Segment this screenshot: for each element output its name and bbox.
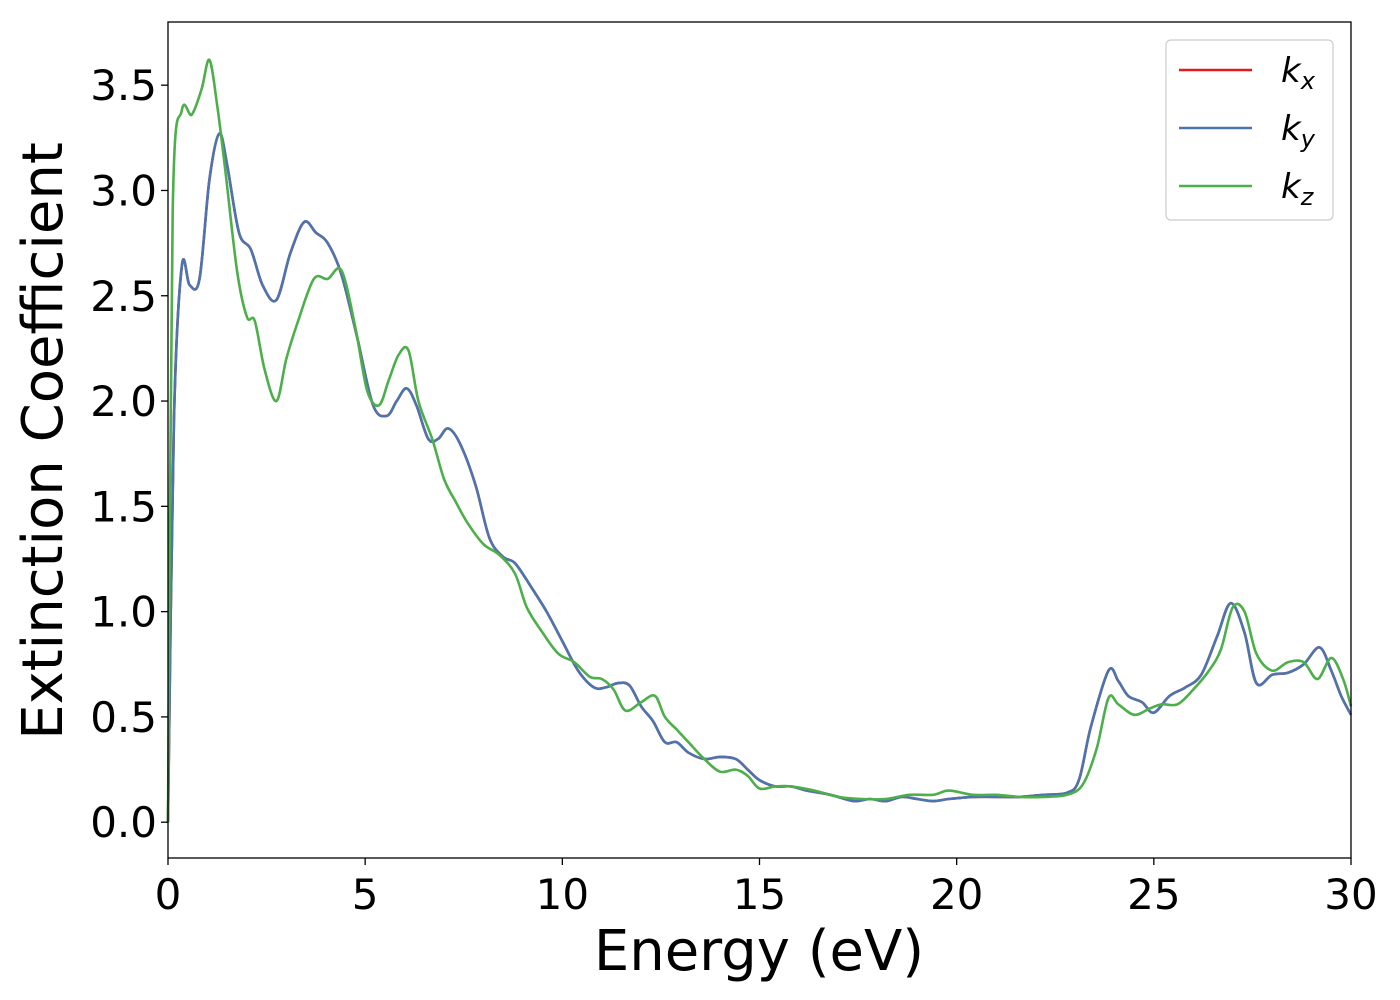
y-tick-label: 1.5 <box>90 482 157 531</box>
series-layer <box>166 58 1353 823</box>
y-tick-label: 2.5 <box>90 272 157 321</box>
series-line-x <box>166 132 1353 823</box>
legend: kx ky kz <box>1165 39 1334 221</box>
x-tick-label: 20 <box>930 870 983 919</box>
legend-label-x: kx <box>1281 51 1316 95</box>
x-tick-label: 30 <box>1324 870 1377 919</box>
y-tick-label: 1.0 <box>90 588 157 637</box>
y-axis-ticks: 0.0 0.5 1.0 1.5 2.0 2.5 3.0 3.5 <box>90 61 168 847</box>
legend-label-y: ky <box>1281 109 1316 153</box>
x-tick-label: 5 <box>352 870 379 919</box>
series-line-y <box>166 132 1353 823</box>
x-tick-label: 15 <box>733 870 786 919</box>
x-tick-label: 0 <box>155 870 182 919</box>
y-tick-label: 3.5 <box>90 61 157 110</box>
legend-box <box>1165 39 1334 221</box>
y-tick-label: 2.0 <box>90 377 157 426</box>
y-tick-label: 0.5 <box>90 693 157 742</box>
x-tick-label: 25 <box>1127 870 1180 919</box>
x-axis-label: Energy (eV) <box>594 919 924 984</box>
y-tick-label: 3.0 <box>90 166 157 215</box>
legend-label-z: kz <box>1281 167 1315 211</box>
x-axis-ticks: 0 5 10 15 20 25 30 <box>155 858 1378 919</box>
series-line-z <box>166 58 1353 823</box>
y-tick-label: 0.0 <box>90 798 157 847</box>
x-tick-label: 10 <box>536 870 589 919</box>
y-axis-label: Extinction Coefficient <box>11 142 76 740</box>
